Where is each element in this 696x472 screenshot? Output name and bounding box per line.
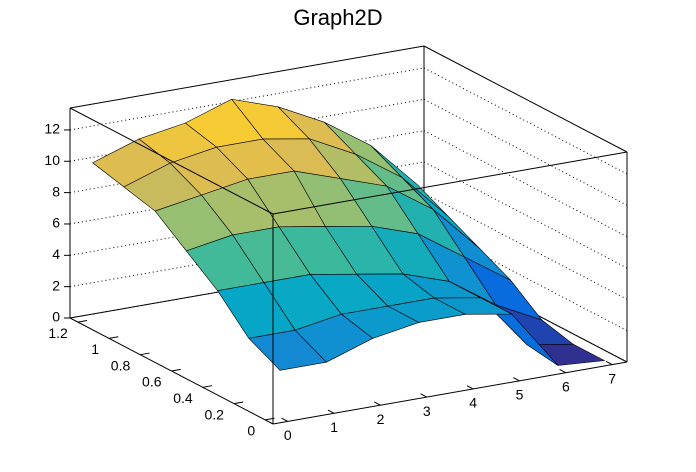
x-tick xyxy=(281,417,289,422)
x-tick xyxy=(466,385,474,390)
surface-cell xyxy=(248,329,327,371)
x-tick xyxy=(420,393,428,398)
x-tick xyxy=(374,401,381,406)
x-tick-label: 2 xyxy=(377,411,385,427)
z-tick-label: 12 xyxy=(44,121,60,137)
z-tick-label: 10 xyxy=(44,152,60,168)
y-tick xyxy=(140,352,150,356)
z-tick-label: 8 xyxy=(52,183,60,199)
box-edge xyxy=(69,107,274,215)
z-tick-label: 0 xyxy=(52,309,60,325)
y-tick-label: 1 xyxy=(91,341,99,357)
x-tick-label: 6 xyxy=(562,378,570,394)
y-tick xyxy=(265,417,275,421)
box-edge xyxy=(423,45,628,153)
y-tick-label: 0.6 xyxy=(142,374,162,390)
y-tick-label: 0.2 xyxy=(204,406,224,422)
y-tick-label: 0 xyxy=(247,423,255,439)
x-tick xyxy=(605,360,613,366)
box-edge xyxy=(69,45,425,109)
z-tick-label: 4 xyxy=(52,246,60,262)
y-tick xyxy=(171,368,181,372)
box-edge xyxy=(272,361,628,425)
y-tick-label: 0.8 xyxy=(111,357,131,373)
y-tick xyxy=(77,319,88,323)
x-tick-label: 0 xyxy=(284,427,292,443)
x-tick xyxy=(559,369,567,374)
y-tick-label: 1.2 xyxy=(48,325,68,341)
x-tick-label: 3 xyxy=(423,403,431,419)
x-tick-label: 5 xyxy=(516,387,524,403)
x-tick-label: 4 xyxy=(469,395,477,411)
y-tick xyxy=(233,401,244,405)
chart-title: Graph2D xyxy=(293,5,382,30)
z-tick-label: 6 xyxy=(52,215,60,231)
box-edge xyxy=(272,151,628,215)
x-tick xyxy=(327,409,335,414)
y-tick-label: 0.4 xyxy=(173,390,193,406)
x-tick xyxy=(513,377,520,382)
z-tick-label: 2 xyxy=(52,277,60,293)
x-tick-label: 1 xyxy=(330,419,338,435)
x-tick-label: 7 xyxy=(608,370,616,386)
y-tick xyxy=(108,336,119,339)
y-tick xyxy=(202,385,213,388)
